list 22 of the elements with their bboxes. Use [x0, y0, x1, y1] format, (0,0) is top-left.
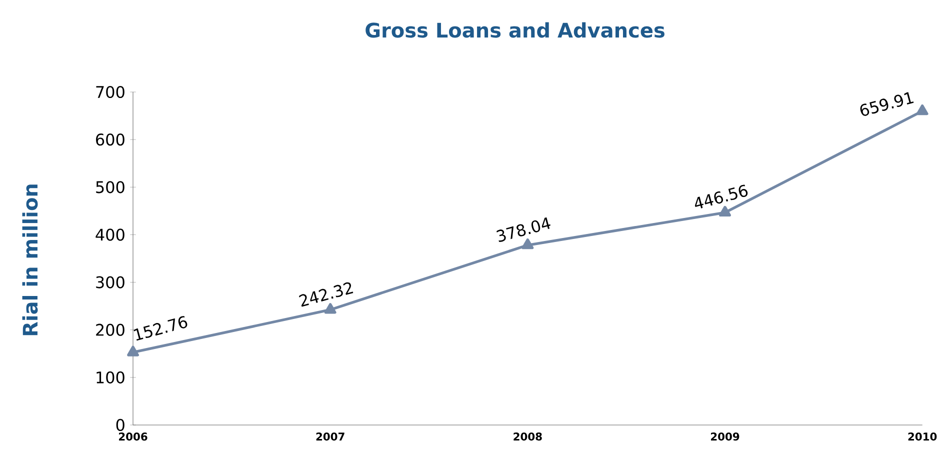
x-tick-label: 2009 — [710, 432, 740, 441]
y-tick-label: 300 — [96, 276, 124, 288]
point — [916, 104, 928, 116]
data-label: 659.91 — [860, 92, 914, 116]
data-label: 152.76 — [134, 316, 188, 341]
y-axis-title: Rial in million — [22, 184, 38, 336]
y-tick-label: 700 — [96, 86, 124, 98]
x-tick-label: 2008 — [514, 432, 542, 441]
x-tick-label: 2007 — [316, 432, 344, 441]
y-tick-label: 400 — [96, 228, 124, 241]
data-label: 378.04 — [496, 217, 550, 242]
chart-title: Gross Loans and Advances — [366, 22, 664, 38]
point — [127, 346, 139, 356]
data-label: 446.56 — [694, 184, 748, 208]
y-tick-label: 200 — [96, 324, 124, 336]
y-tick-label: 0 — [116, 418, 124, 432]
data-label: 242.32 — [298, 282, 354, 307]
y-tick-label: 600 — [96, 134, 124, 146]
y-tick-label: 100 — [96, 371, 124, 384]
x-tick-label: 2006 — [119, 432, 148, 441]
x-tick-label: 2010 — [908, 432, 937, 441]
y-tick-label: 500 — [96, 181, 124, 194]
